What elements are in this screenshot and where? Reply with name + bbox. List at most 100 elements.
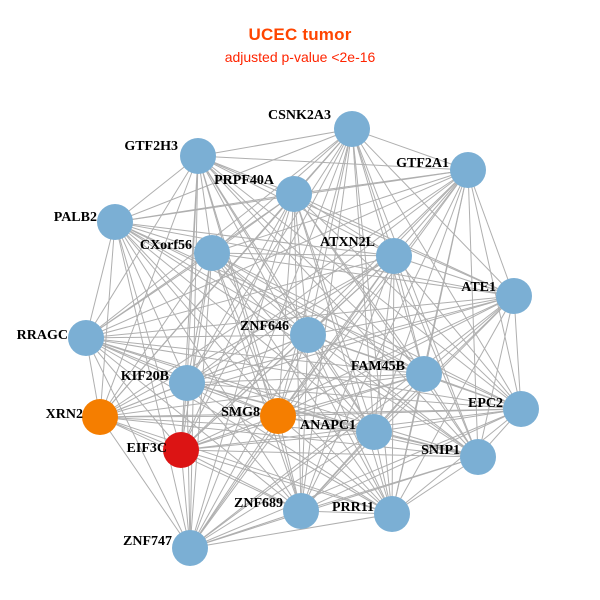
node-circle-fam45b[interactable] [406,356,442,392]
node-circle-epc2[interactable] [503,391,539,427]
node-circle-eif3c[interactable] [163,432,199,468]
edge-line [85,128,353,339]
edge-line [307,334,375,433]
graph-node[interactable]: SMG8 [221,398,296,434]
edge-line [189,193,295,549]
edge-line [391,373,425,515]
graph-node[interactable]: EPC2 [468,391,539,427]
edge-line [277,373,425,417]
edge-line [114,221,309,336]
edge-line [85,255,395,339]
edge-line [85,334,309,339]
graph-node[interactable]: ZNF646 [240,317,326,353]
graph-node[interactable]: EIF3C [127,432,199,468]
edge-line [189,415,279,549]
page-subtitle: adjusted p-value <2e-16 [224,49,376,65]
edge-line [293,193,309,336]
node-circle-anapc1[interactable] [356,414,392,450]
node-label-csnk2a3: CSNK2A3 [268,108,331,123]
edge-line [211,252,522,410]
edge-line [114,128,353,223]
edge-line [114,221,188,384]
page-title: UCEC tumor [248,25,352,44]
graph-node[interactable]: XRN2 [46,399,118,435]
node-circle-xrn2[interactable] [82,399,118,435]
edge-line [293,193,522,410]
node-label-znf646: ZNF646 [240,319,289,334]
node-circle-gtf2h3[interactable] [180,138,216,174]
graph-node[interactable]: ZNF747 [123,530,208,566]
node-circle-cxorf56[interactable] [194,235,230,271]
node-circle-snip1[interactable] [460,439,496,475]
edge-line [180,408,522,451]
node-circle-znf689[interactable] [283,493,319,529]
edge-line [300,334,309,512]
edge-line [180,449,479,458]
graph-node[interactable]: ATE1 [461,278,532,314]
edge-line [85,337,188,384]
node-circle-palb2[interactable] [97,204,133,240]
edge-line [99,415,279,418]
graph-node[interactable]: ANAPC1 [300,414,392,450]
edge-line [186,382,479,458]
graph-node[interactable]: CXorf56 [140,235,230,271]
node-circle-csnk2a3[interactable] [334,111,370,147]
node-label-snip1: SNIP1 [421,443,460,458]
node-label-anapc1: ANAPC1 [300,418,356,433]
graph-node[interactable]: PRPF40A [214,173,312,212]
graph-node[interactable]: GTF2A1 [396,152,486,188]
node-circle-gtf2a1[interactable] [450,152,486,188]
node-label-fam45b: FAM45B [351,359,405,374]
graph-node[interactable]: RRAGC [17,320,104,356]
edge-line [99,169,469,418]
edge-line [114,221,182,451]
graph-node[interactable]: SNIP1 [421,439,496,475]
edge-line [373,295,515,433]
edge-line [393,169,469,257]
node-circle-smg8[interactable] [260,398,296,434]
edge-line [393,255,515,297]
node-circle-atxn2l[interactable] [376,238,412,274]
node-circle-ate1[interactable] [496,278,532,314]
graph-node[interactable]: CSNK2A3 [268,108,370,147]
node-label-epc2: EPC2 [468,396,503,411]
edge-line [189,510,302,549]
edge-line [85,337,302,512]
node-label-cxorf56: CXorf56 [140,238,192,253]
edge-line [277,408,522,417]
graph-node[interactable]: PRR11 [332,496,410,532]
graph-node[interactable]: ATXN2L [320,235,412,274]
node-circle-prr11[interactable] [374,496,410,532]
edge-line [114,221,395,257]
node-circle-znf747[interactable] [172,530,208,566]
edge-line [99,408,522,418]
edge-line [189,252,213,549]
edge-line [114,221,425,375]
edge-line [351,128,393,515]
edge-line [114,221,375,433]
graph-node[interactable]: KIF20B [121,365,205,401]
node-label-gtf2a1: GTF2A1 [396,156,449,171]
graph-node[interactable]: FAM45B [351,356,442,392]
edge-line [189,169,469,549]
node-circle-rragc[interactable] [68,320,104,356]
edge-line [423,295,515,375]
edge-line [197,155,469,171]
edge-line [197,155,279,417]
edge-line [85,295,515,339]
node-circle-kif20b[interactable] [169,365,205,401]
edge-line [99,255,395,418]
edge-line [180,193,295,451]
graph-node[interactable]: ZNF689 [234,493,319,529]
node-circle-prpf40a[interactable] [276,176,312,212]
title-block: UCEC tumor adjusted p-value <2e-16 [0,26,600,64]
edge-line [189,408,522,549]
edge-line [114,221,302,512]
graph-node[interactable]: GTF2H3 [124,138,216,174]
node-label-prpf40a: PRPF40A [214,173,275,188]
edge-line [85,337,479,458]
node-circle-znf646[interactable] [290,317,326,353]
edge-line [513,295,522,410]
graph-node[interactable]: PALB2 [54,204,133,240]
